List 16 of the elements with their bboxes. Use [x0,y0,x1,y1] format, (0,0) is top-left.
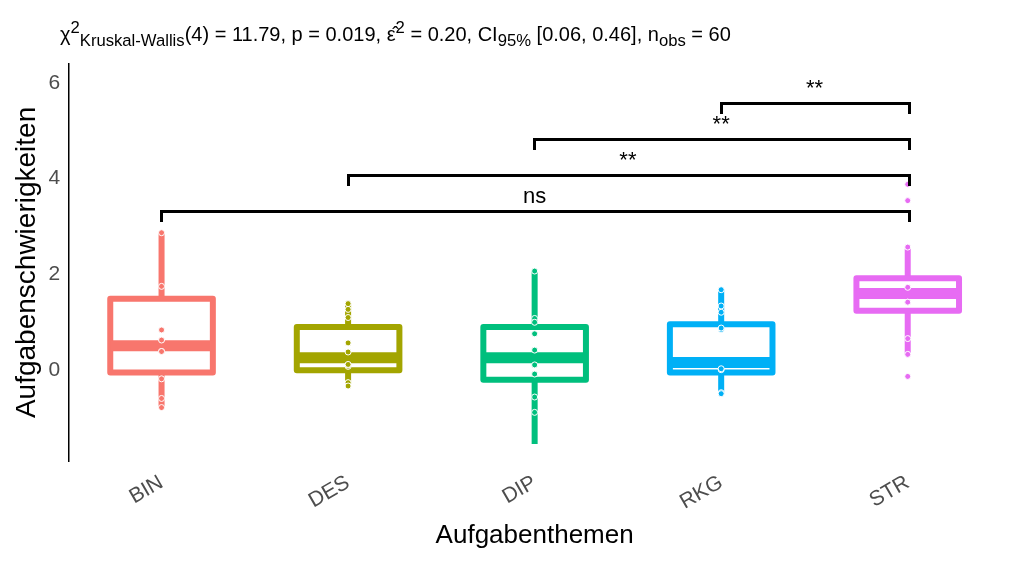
y-tick-label: 2 [48,261,61,285]
annotation: ** [619,146,637,172]
annotation: ns [523,182,547,208]
x-tick-label: STR [864,469,913,511]
chart-title: χ$^{2}$$_{Kruskal-Wallis}$(4) = 11.79, p = 0.019, ε̂$^{2}$ = 0.20, CI$_{95%}$ [0.06, 0.46], n$_{obs}$ = 60 [60,18,731,50]
x-axis-title: Aufgabenthemen [435,518,634,549]
y-tick-label: 0 [48,357,61,380]
annotation: ** [712,110,730,136]
x-tick-label: DIP [497,469,540,508]
y-tick-label: 6 [48,69,61,93]
y-tick-label: 4 [48,165,61,189]
x-tick-label: BIN [124,469,167,508]
x-tick-label: DES [304,469,353,512]
x-tick-label: RKG [675,469,727,513]
annotation: ** [805,74,824,100]
y-axis-title: Aufgabenschwierigkeiten [9,106,41,419]
